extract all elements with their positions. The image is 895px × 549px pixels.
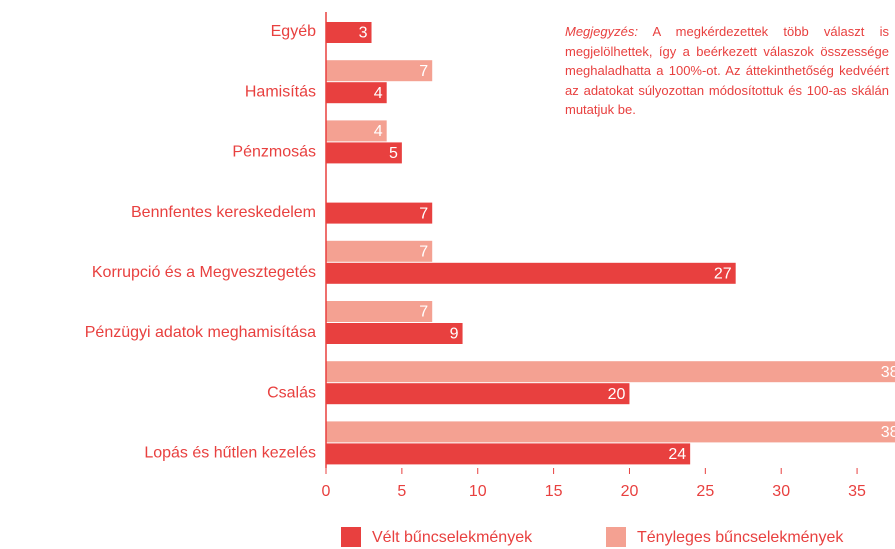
bar <box>326 443 691 465</box>
bar <box>326 262 736 284</box>
category-label: Hamisítás <box>245 83 316 100</box>
value-label: 7 <box>419 244 428 261</box>
legend-swatch <box>606 527 626 547</box>
x-tick-label: 0 <box>322 483 331 500</box>
x-tick-label: 20 <box>621 483 639 500</box>
bar <box>326 301 433 322</box>
category-label: Bennfentes kereskedelem <box>131 204 316 221</box>
value-label: 38 <box>881 364 895 381</box>
value-label: 4 <box>374 123 383 140</box>
category-label: Egyéb <box>271 23 316 40</box>
value-label: 4 <box>374 85 383 102</box>
value-label: 38 <box>881 424 895 441</box>
bar <box>326 361 895 383</box>
x-tick-label: 10 <box>469 483 487 500</box>
bar <box>326 142 402 164</box>
value-label: 27 <box>714 266 732 283</box>
category-label: Korrupció és a Megvesztegetés <box>92 264 316 281</box>
bar <box>326 120 387 142</box>
value-label: 7 <box>419 205 428 222</box>
bar <box>326 22 372 43</box>
x-tick-label: 15 <box>545 483 563 500</box>
bar <box>326 202 433 224</box>
note-label: Megjegyzés: <box>565 24 638 39</box>
bar <box>326 82 387 104</box>
category-label: Lopás és hűtlen kezelés <box>144 445 316 462</box>
value-label: 3 <box>359 25 368 42</box>
category-label: Pénzmosás <box>232 144 316 161</box>
note: Megjegyzés: A megkérdezettek több válasz… <box>565 22 889 120</box>
legend-label: Vélt bűncselekmények <box>372 529 533 546</box>
value-label: 20 <box>608 386 626 403</box>
value-label: 9 <box>450 326 459 343</box>
category-label: Csalás <box>267 384 316 401</box>
x-tick-label: 25 <box>696 483 714 500</box>
bar <box>326 383 630 405</box>
bar <box>326 421 895 443</box>
category-label: Pénzügyi adatok meghamisítása <box>85 324 316 341</box>
x-tick-label: 30 <box>772 483 790 500</box>
bar <box>326 60 433 82</box>
x-tick-label: 35 <box>848 483 866 500</box>
note-text: A megkérdezettek több választ is megjelö… <box>565 24 889 117</box>
value-label: 24 <box>668 446 686 463</box>
legend-label: Tényleges bűncselekmények <box>637 529 844 546</box>
bar <box>326 240 433 262</box>
legend-swatch <box>341 527 361 547</box>
x-tick-label: 5 <box>397 483 406 500</box>
value-label: 7 <box>419 63 428 80</box>
bar <box>326 323 463 344</box>
value-label: 5 <box>389 145 398 162</box>
value-label: 7 <box>419 304 428 321</box>
